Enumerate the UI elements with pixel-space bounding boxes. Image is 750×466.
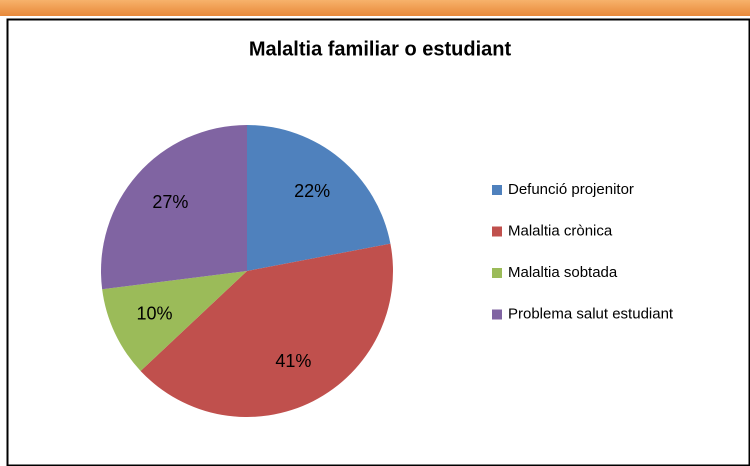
legend-swatch	[492, 185, 502, 195]
legend-swatch	[492, 268, 502, 278]
legend-label: Malaltia sobtada	[508, 264, 618, 281]
pie-slice	[102, 271, 248, 371]
pie-slice	[101, 125, 247, 290]
data-label: 10%	[137, 303, 173, 323]
legend-label: Problema salut estudiant	[508, 305, 674, 322]
legend-label: Malaltia crònica	[508, 222, 613, 239]
legend-swatch	[492, 309, 502, 320]
chart-title: Malaltia familiar o estudiant	[249, 38, 512, 60]
data-label: 27%	[152, 192, 188, 212]
top-strip	[0, 0, 750, 16]
data-label: 22%	[294, 181, 330, 201]
pie-slice	[247, 125, 391, 271]
legend-label: Defunció projenitor	[508, 181, 634, 198]
legend-swatch	[492, 226, 502, 237]
pie-slice	[140, 243, 393, 417]
data-label: 41%	[275, 351, 311, 371]
